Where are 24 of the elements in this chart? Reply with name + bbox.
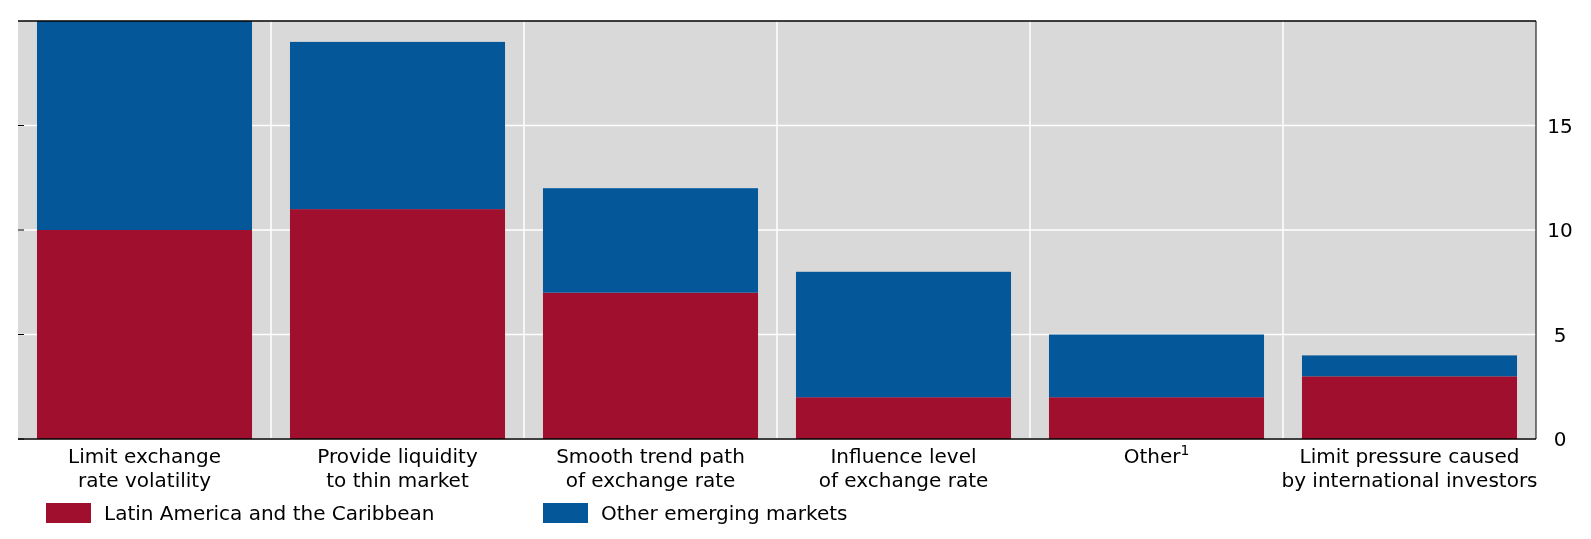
bar [36, 21, 253, 230]
bar [289, 41, 506, 210]
bar [542, 188, 759, 293]
x-tick-label: Provide liquidity to thin market [317, 444, 478, 492]
bar [1301, 376, 1518, 439]
legend-label: Other emerging markets [601, 501, 848, 525]
x-tick-label: Smooth trend path of exchange rate [556, 444, 745, 492]
y-tick-label: 0 [1553, 427, 1567, 451]
bar [1048, 334, 1265, 398]
bar [795, 271, 1012, 398]
bar [1048, 397, 1265, 439]
x-tick-label: Limit exchange rate volatility [68, 444, 221, 492]
x-tick-label: Influence level of exchange rate [818, 444, 989, 492]
bar [36, 230, 253, 439]
x-tick-label: Other$^{1}$ [1123, 442, 1190, 468]
bar [795, 397, 1012, 439]
bar [542, 292, 759, 439]
x-tick-label: Limit pressure caused by international investors [1281, 444, 1538, 492]
y-tick-label: 15 [1547, 113, 1573, 138]
bar [1301, 355, 1518, 377]
y-tick-label: 5 [1553, 322, 1567, 347]
bar [289, 209, 506, 439]
y-tick-label: 10 [1547, 218, 1573, 242]
legend-label: Latin America and the Caribbean [104, 501, 435, 525]
